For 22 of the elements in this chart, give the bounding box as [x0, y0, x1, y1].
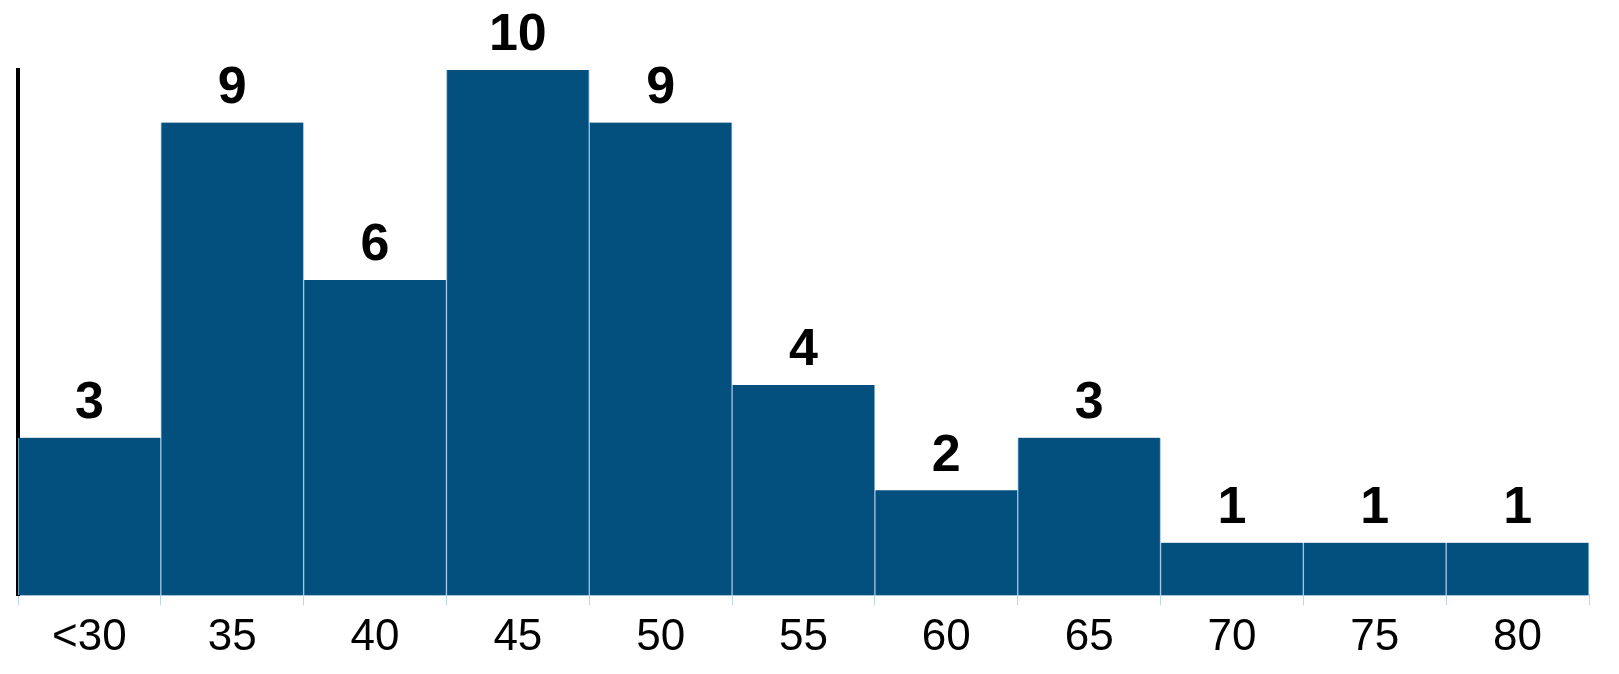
data-label: 9	[217, 55, 247, 114]
x-tick-label: 55	[779, 609, 828, 659]
data-label: 1	[1217, 476, 1247, 535]
data-label: 3	[74, 370, 104, 429]
data-label: 4	[789, 318, 819, 377]
x-tick-label: 65	[1064, 609, 1114, 659]
data-label: 6	[360, 213, 390, 272]
data-label: 2	[931, 423, 961, 482]
x-tick-label: 40	[350, 609, 400, 659]
data-label: 10	[488, 3, 547, 62]
x-tick-label: 60	[921, 609, 971, 659]
x-tick-label: 75	[1350, 609, 1400, 659]
data-label: 1	[1360, 476, 1390, 535]
x-tick-label: <30	[52, 609, 127, 659]
x-tick-label: 80	[1493, 609, 1543, 659]
x-tick-label: 50	[636, 609, 686, 659]
x-tick-label: 35	[207, 609, 257, 659]
x-tick-label: 45	[493, 609, 543, 659]
data-label: 3	[1074, 370, 1104, 429]
data-label: 1	[1503, 476, 1533, 535]
x-tick-label: 70	[1207, 609, 1257, 659]
data-label: 9	[646, 55, 676, 114]
